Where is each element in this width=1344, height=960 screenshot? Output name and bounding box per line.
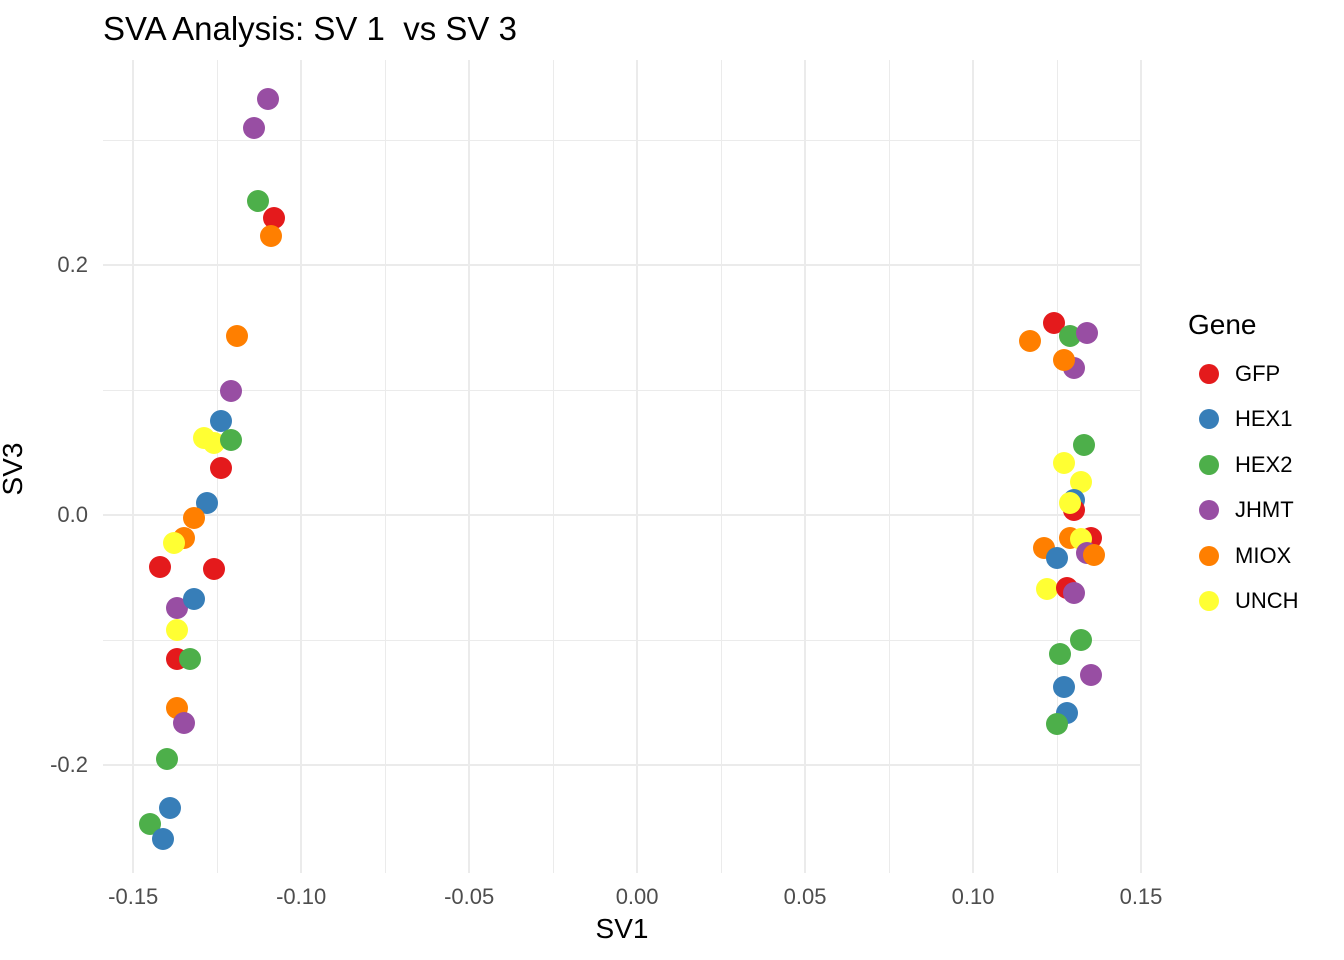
legend-key-dot [1199,591,1219,612]
gridline-x-minor [552,60,554,873]
data-point-UNCH [165,619,188,642]
data-point-HEX1 [209,410,232,433]
data-point-GFP [1042,311,1065,334]
legend-title: Gene [1188,309,1257,340]
legend-key-dot [1199,500,1219,521]
chart-title: SVA Analysis: SV 1 vs SV 3 [103,10,517,47]
gridline-y-minor [103,139,1141,141]
data-point-HEX2 [219,429,242,452]
y-axis-title: SV3 [0,442,28,496]
data-point-HEX2 [1049,643,1072,666]
x-tick-label: 0.05 [783,884,827,909]
legend-item-HEX2: HEX2 [1188,442,1299,488]
data-point-UNCH [1059,491,1082,514]
data-point-GFP [263,206,286,229]
data-point-MIOX [226,325,249,348]
legend-item-label: HEX2 [1235,451,1293,477]
x-tick-label: 0.10 [951,884,995,909]
legend-key-dot [1199,409,1219,430]
legend-item-label: GFP [1235,360,1281,386]
data-point-JHMT [256,87,279,110]
data-point-HEX1 [159,796,182,819]
x-tick-label: -0.15 [108,884,159,909]
data-point-MIOX [1019,330,1042,353]
data-point-UNCH [162,531,185,554]
data-point-HEX1 [182,588,205,611]
data-point-HEX2 [1072,434,1095,457]
legend-key-dot [1199,363,1219,384]
gridline-x-major [132,60,135,873]
gridline-y-major [103,514,1141,517]
legend-item-label: MIOX [1235,542,1292,568]
gridline-x-major [468,60,471,873]
legend-item-MIOX: MIOX [1188,533,1299,579]
data-point-HEX1 [1046,546,1069,569]
y-tick-label: 0.0 [57,502,88,528]
data-point-HEX2 [1046,713,1069,736]
data-point-UNCH [1052,451,1075,474]
gridline-y-minor [103,639,1141,641]
legend-item-label: UNCH [1235,588,1299,614]
data-point-MIOX [1082,544,1105,567]
legend-item-JHMT: JHMT [1188,488,1299,534]
data-point-JHMT [172,711,195,734]
gridline-y-major [103,764,1141,767]
gridline-x-major [1140,60,1142,873]
gridline-x-minor [888,60,890,873]
gridline-x-major [300,60,303,873]
data-point-JHMT [165,596,188,619]
data-point-GFP [209,456,232,479]
data-point-MIOX [1052,349,1075,372]
data-point-UNCH [202,431,225,454]
gridline-y-minor [103,389,1141,391]
data-point-HEX1 [196,491,219,514]
x-axis-title: SV1 [595,913,649,944]
gridline-x-major [636,60,639,873]
data-point-HEX2 [179,648,202,671]
legend-key-dot [1199,545,1219,566]
data-point-HEX2 [1069,629,1092,652]
gridline-x-major [804,60,807,873]
plot-panel [103,60,1142,873]
data-point-JHMT [1062,581,1085,604]
legend-item-HEX1: HEX1 [1188,397,1299,443]
gridline-x-minor [384,60,386,873]
data-point-JHMT [243,116,266,139]
gridline-y-major [103,264,1141,267]
gridline-x-minor [720,60,722,873]
data-point-GFP [149,555,172,578]
data-point-HEX2 [246,190,269,213]
legend-item-GFP: GFP [1188,351,1299,397]
x-tick-label: 0.00 [615,884,659,909]
data-point-UNCH [1069,470,1092,493]
data-point-GFP [202,558,225,581]
data-point-MIOX [182,506,205,529]
y-tick-label: -0.2 [50,752,88,778]
data-point-HEX2 [1059,325,1082,348]
x-tick-label: 0.15 [1119,884,1163,909]
legend-item-UNCH: UNCH [1188,579,1299,625]
x-tick-label: -0.10 [276,884,327,909]
data-point-HEX2 [155,748,178,771]
data-point-UNCH [1035,578,1058,601]
data-point-HEX1 [1052,675,1075,698]
data-point-JHMT [1076,321,1099,344]
data-point-JHMT [1079,664,1102,687]
y-tick-label: 0.2 [57,252,88,278]
data-point-JHMT [219,380,242,403]
legend-items: GFP HEX1 HEX2 JHMT MIOX UNCH [1188,351,1299,624]
legend-item-label: JHMT [1235,497,1294,523]
data-point-MIOX [259,225,282,248]
gridline-x-major [972,60,975,873]
legend-key-dot [1199,454,1219,475]
legend: Gene GFP HEX1 HEX2 JHMT MIOX UNCH [1188,308,1299,624]
x-tick-label: -0.05 [444,884,495,909]
legend-item-label: HEX1 [1235,406,1293,432]
data-point-HEX1 [152,828,175,851]
